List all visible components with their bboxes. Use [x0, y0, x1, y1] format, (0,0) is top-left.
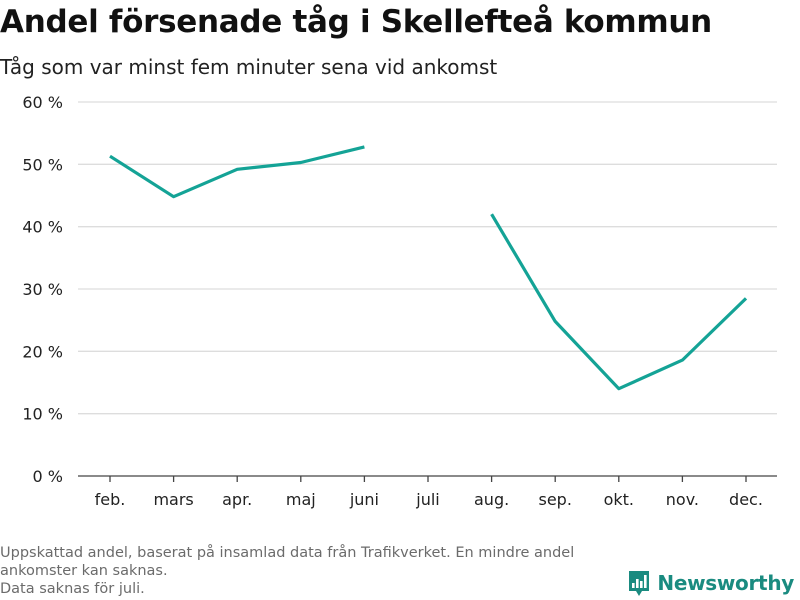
chart-title: Andel försenade tåg i Skellefteå kommun — [0, 4, 712, 40]
x-tick-label: juni — [349, 490, 379, 509]
y-tick-label: 60 % — [22, 93, 63, 112]
line-chart: 0 % 10 % 20 % 30 % 40 % 50 % 60 % feb. mars apr.… — [22, 93, 777, 509]
y-tick-label: 50 % — [22, 155, 63, 174]
series-lines — [109, 145, 748, 391]
series-line-segment — [490, 213, 748, 391]
newsworthy-logo-icon — [629, 571, 650, 596]
x-tick-label: juli — [415, 490, 439, 509]
y-tick-label: 20 % — [22, 342, 63, 361]
gridlines — [78, 101, 777, 477]
y-tick-label: 0 % — [33, 467, 63, 486]
x-tick-label: okt. — [604, 490, 634, 509]
x-tick-label: maj — [286, 490, 316, 509]
y-tick-label: 10 % — [22, 405, 63, 424]
brand-logo: Newsworthy — [627, 569, 794, 597]
footnote: Uppskattad andel, baserat på insamlad da… — [0, 544, 640, 598]
x-axis-ticks: feb. mars apr. maj juni juli aug. sep. okt. nov. d… — [95, 476, 763, 509]
series-line-segment — [109, 145, 365, 199]
footnote-source: Uppskattad andel, baserat på insamlad da… — [0, 545, 575, 579]
x-tick-label: dec. — [729, 490, 763, 509]
y-tick-label: 30 % — [22, 280, 63, 299]
footnote-missing-data: Data saknas för juli. — [0, 581, 145, 597]
x-tick-label: sep. — [538, 490, 571, 509]
x-tick-label: nov. — [666, 490, 699, 509]
x-tick-label: mars — [153, 490, 193, 509]
brand-name: Newsworthy — [657, 571, 794, 595]
x-tick-label: aug. — [474, 490, 509, 509]
x-tick-label: apr. — [222, 490, 252, 509]
y-axis-ticks: 0 % 10 % 20 % 30 % 40 % 50 % 60 % — [22, 93, 63, 486]
x-tick-label: feb. — [95, 490, 126, 509]
chart-subtitle: Tåg som var minst fem minuter sena vid a… — [0, 55, 498, 79]
y-tick-label: 40 % — [22, 218, 63, 237]
